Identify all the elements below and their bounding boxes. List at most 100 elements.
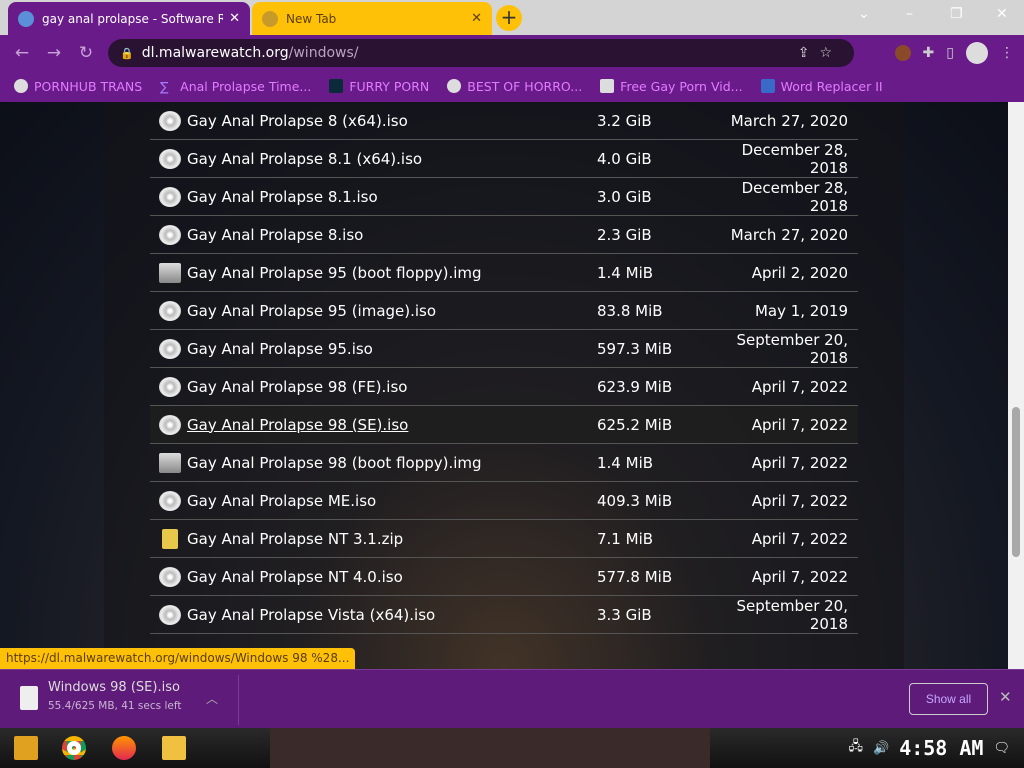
download-progress: 55.4/625 MB, 41 secs left: [48, 700, 182, 712]
file-size: 1.4 MiB: [597, 263, 654, 282]
scrollbar-thumb[interactable]: [1012, 407, 1020, 557]
cd-icon: [159, 490, 181, 511]
lock-icon: 🔒: [120, 46, 134, 60]
listing-panel: [104, 102, 904, 669]
cd-icon: [159, 186, 181, 207]
tab-search-icon[interactable]: ⌄: [858, 6, 870, 22]
file-link[interactable]: Gay Anal Prolapse 95.iso: [187, 339, 373, 358]
download-filename: Windows 98 (SE).iso: [48, 680, 180, 695]
bookmark-label: FURRY PORN: [349, 78, 430, 94]
close-tab-icon[interactable]: ✕: [471, 11, 482, 26]
restore-button[interactable]: ❐: [950, 6, 963, 22]
extension-icon[interactable]: [894, 45, 911, 61]
file-link[interactable]: Gay Anal Prolapse 98 (boot floppy).img: [187, 453, 482, 472]
file-link[interactable]: Gay Anal Prolapse 98 (FE).iso: [187, 377, 408, 396]
bookmark-item[interactable]: FURRY PORN: [329, 79, 429, 94]
cd-icon: [159, 224, 181, 245]
address-bar[interactable]: 🔒 dl.malwarewatch.org/windows/ ⇪☆: [108, 39, 854, 67]
chrome-icon: [262, 10, 278, 27]
file-link[interactable]: Gay Anal Prolapse 95 (image).iso: [187, 301, 437, 320]
file-row: Gay Anal Prolapse 98 (SE).iso 625.2 MiB …: [150, 406, 858, 444]
notifications-icon[interactable]: 🗨: [993, 740, 1010, 756]
bookmark-item[interactable]: Free Gay Porn Vid...: [600, 79, 743, 94]
forward-button[interactable]: →: [46, 42, 62, 63]
taskbar: 🖧 🔊 4:58 AM 🗨: [0, 728, 1024, 768]
start-button[interactable]: [14, 736, 38, 760]
floppy-icon: [159, 452, 181, 473]
chevron-up-icon[interactable]: ︿: [206, 692, 219, 706]
bookmark-star-icon[interactable]: ☆: [819, 45, 842, 61]
extensions-puzzle-icon[interactable]: ✚: [922, 45, 935, 61]
file-date: April 7, 2022: [751, 415, 848, 434]
bookmark-item[interactable]: BEST OF HORRO...: [447, 79, 582, 94]
cd-icon: [159, 338, 181, 359]
file-row: Gay Anal Prolapse 95.iso 597.3 MiB Septe…: [150, 330, 858, 368]
download-item[interactable]: Windows 98 (SE).iso 55.4/625 MB, 41 secs …: [20, 680, 181, 712]
bookmark-item[interactable]: ∑ Anal Prolapse Time...: [160, 78, 312, 95]
file-list: Gay Anal Prolapse 8 (x64).iso 3.2 GiB Ma…: [150, 102, 858, 634]
reload-button[interactable]: ↻: [78, 42, 94, 63]
back-button[interactable]: ←: [14, 42, 30, 63]
profile-avatar[interactable]: [966, 42, 988, 64]
side-panel-icon[interactable]: ▯: [946, 45, 954, 61]
tab-software[interactable]: gay anal prolapse - Software R ✕: [8, 2, 250, 35]
firefox-taskbar-icon[interactable]: [112, 736, 136, 760]
file-size: 7.1 MiB: [597, 529, 654, 548]
file-row: Gay Anal Prolapse NT 3.1.zip 7.1 MiB Apr…: [150, 520, 858, 558]
file-size: 597.3 MiB: [597, 339, 673, 358]
tab-new-tab[interactable]: New Tab ✕: [252, 2, 492, 35]
bookmark-label: Anal Prolapse Time...: [180, 78, 312, 94]
file-size: 1.4 MiB: [597, 453, 654, 472]
file-row: Gay Anal Prolapse 8.iso 2.3 GiB March 27…: [150, 216, 858, 254]
menu-icon[interactable]: ⋮: [1000, 45, 1014, 61]
new-tab-button[interactable]: +: [496, 5, 522, 31]
show-all-button[interactable]: Show all: [909, 683, 988, 715]
file-row: Gay Anal Prolapse 8 (x64).iso 3.2 GiB Ma…: [150, 102, 858, 140]
file-size: 3.2 GiB: [597, 111, 652, 130]
status-bubble: https://dl.malwarewatch.org/windows/Wind…: [0, 648, 356, 669]
network-icon[interactable]: 🖧: [848, 739, 864, 754]
file-row: Gay Anal Prolapse 98 (boot floppy).img 1…: [150, 444, 858, 482]
cd-icon: [159, 604, 181, 625]
file-link[interactable]: Gay Anal Prolapse ME.iso: [187, 491, 377, 510]
close-icon[interactable]: ✕: [999, 688, 1012, 706]
close-window-button[interactable]: ✕: [996, 6, 1008, 22]
clock[interactable]: 4:58 AM: [899, 736, 984, 760]
scrollbar[interactable]: [1008, 102, 1024, 669]
file-link[interactable]: Gay Anal Prolapse 95 (boot floppy).img: [187, 263, 482, 282]
file-link[interactable]: Gay Anal Prolapse 8.1 (x64).iso: [187, 149, 423, 168]
bookmark-item[interactable]: PORNHUB TRANS: [14, 79, 142, 94]
share-icon[interactable]: ⇪: [797, 45, 820, 61]
bookmark-item[interactable]: Word Replacer II: [760, 79, 883, 94]
file-row: Gay Anal Prolapse 8.1 (x64).iso 4.0 GiB …: [150, 140, 858, 178]
close-tab-icon[interactable]: ✕: [229, 11, 240, 26]
file-link[interactable]: Gay Anal Prolapse 8 (x64).iso: [187, 111, 408, 130]
file-date: September 20, 2018: [736, 330, 848, 367]
globe-icon: [14, 79, 28, 93]
lambda-icon: [329, 79, 344, 93]
file-link[interactable]: Gay Anal Prolapse 8.iso: [187, 225, 364, 244]
chrome-taskbar-icon[interactable]: [62, 736, 86, 760]
file-date: April 7, 2022: [751, 377, 848, 396]
file-date: April 2, 2020: [751, 263, 848, 282]
file-date: March 27, 2020: [730, 225, 848, 244]
volume-icon[interactable]: 🔊: [873, 740, 890, 756]
file-explorer-icon[interactable]: [162, 736, 186, 760]
file-link[interactable]: Gay Anal Prolapse Vista (x64).iso: [187, 605, 436, 624]
file-date: April 7, 2022: [751, 567, 848, 586]
bookmark-label: BEST OF HORRO...: [467, 78, 583, 94]
minimize-button[interactable]: –: [906, 6, 913, 22]
file-size: 409.3 MiB: [597, 491, 673, 510]
file-size: 3.0 GiB: [597, 187, 652, 206]
download-shelf: Windows 98 (SE).iso 55.4/625 MB, 41 secs …: [0, 669, 1024, 728]
file-link[interactable]: Gay Anal Prolapse 98 (SE).iso: [187, 415, 409, 434]
globe-icon: [447, 79, 462, 93]
cd-icon: [159, 414, 181, 435]
cd-icon: [159, 148, 181, 169]
file-link[interactable]: Gay Anal Prolapse NT 3.1.zip: [187, 529, 404, 548]
file-link[interactable]: Gay Anal Prolapse 8.1.iso: [187, 187, 378, 206]
iso-file-icon: [20, 686, 38, 710]
bookmarks-bar: PORNHUB TRANS ∑ Anal Prolapse Time... FUR…: [0, 70, 1024, 102]
file-size: 3.3 GiB: [597, 605, 652, 624]
file-link[interactable]: Gay Anal Prolapse NT 4.0.iso: [187, 567, 403, 586]
